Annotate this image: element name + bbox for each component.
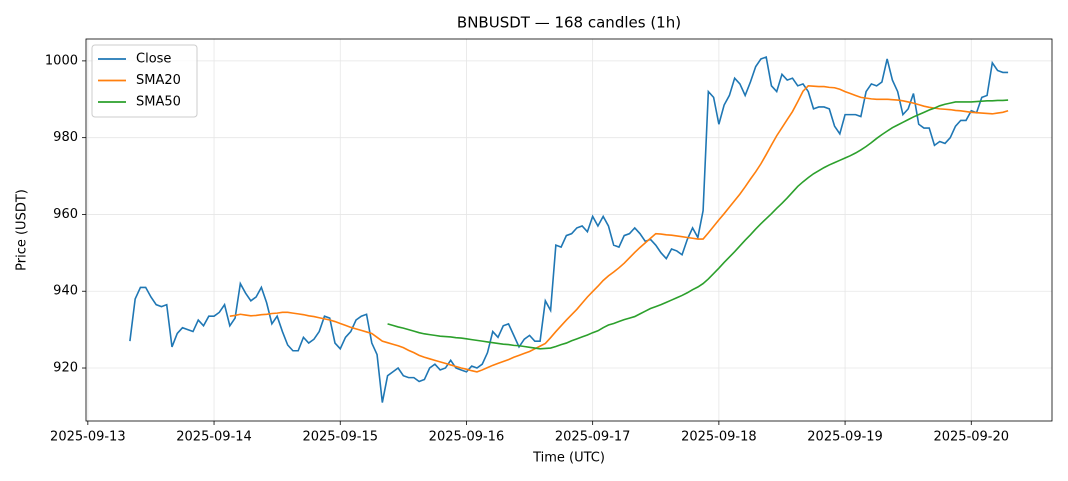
legend-label: SMA50 xyxy=(136,95,181,110)
series-line xyxy=(229,85,1009,373)
x-tick-label: 2025-09-19 xyxy=(807,430,883,445)
legend-box xyxy=(91,44,198,118)
x-axis-label: Time (UTC) xyxy=(532,451,605,466)
x-tick-label: 2025-09-18 xyxy=(681,430,757,445)
y-tick-label: 920 xyxy=(53,361,78,376)
chart-title: BNBUSDT — 168 candles (1h) xyxy=(457,14,681,32)
x-tick-label: 2025-09-14 xyxy=(176,430,252,445)
y-tick-label: 940 xyxy=(53,284,78,299)
series-line xyxy=(129,55,1009,403)
x-tick-label: 2025-09-13 xyxy=(50,430,126,445)
y-tick-label: 1000 xyxy=(45,53,78,68)
x-tick-label: 2025-09-20 xyxy=(933,430,1009,445)
x-tick-label: 2025-09-15 xyxy=(302,430,378,445)
plot-frame xyxy=(85,38,1053,422)
legend-label: Close xyxy=(136,52,171,67)
y-tick-label: 980 xyxy=(53,130,78,145)
x-tick-label: 2025-09-16 xyxy=(429,430,505,445)
y-axis-label: Price (USDT) xyxy=(15,189,30,271)
x-tick-label: 2025-09-17 xyxy=(555,430,631,445)
series-line xyxy=(387,99,1009,350)
legend-label: SMA20 xyxy=(136,73,181,88)
y-tick-label: 960 xyxy=(53,207,78,222)
